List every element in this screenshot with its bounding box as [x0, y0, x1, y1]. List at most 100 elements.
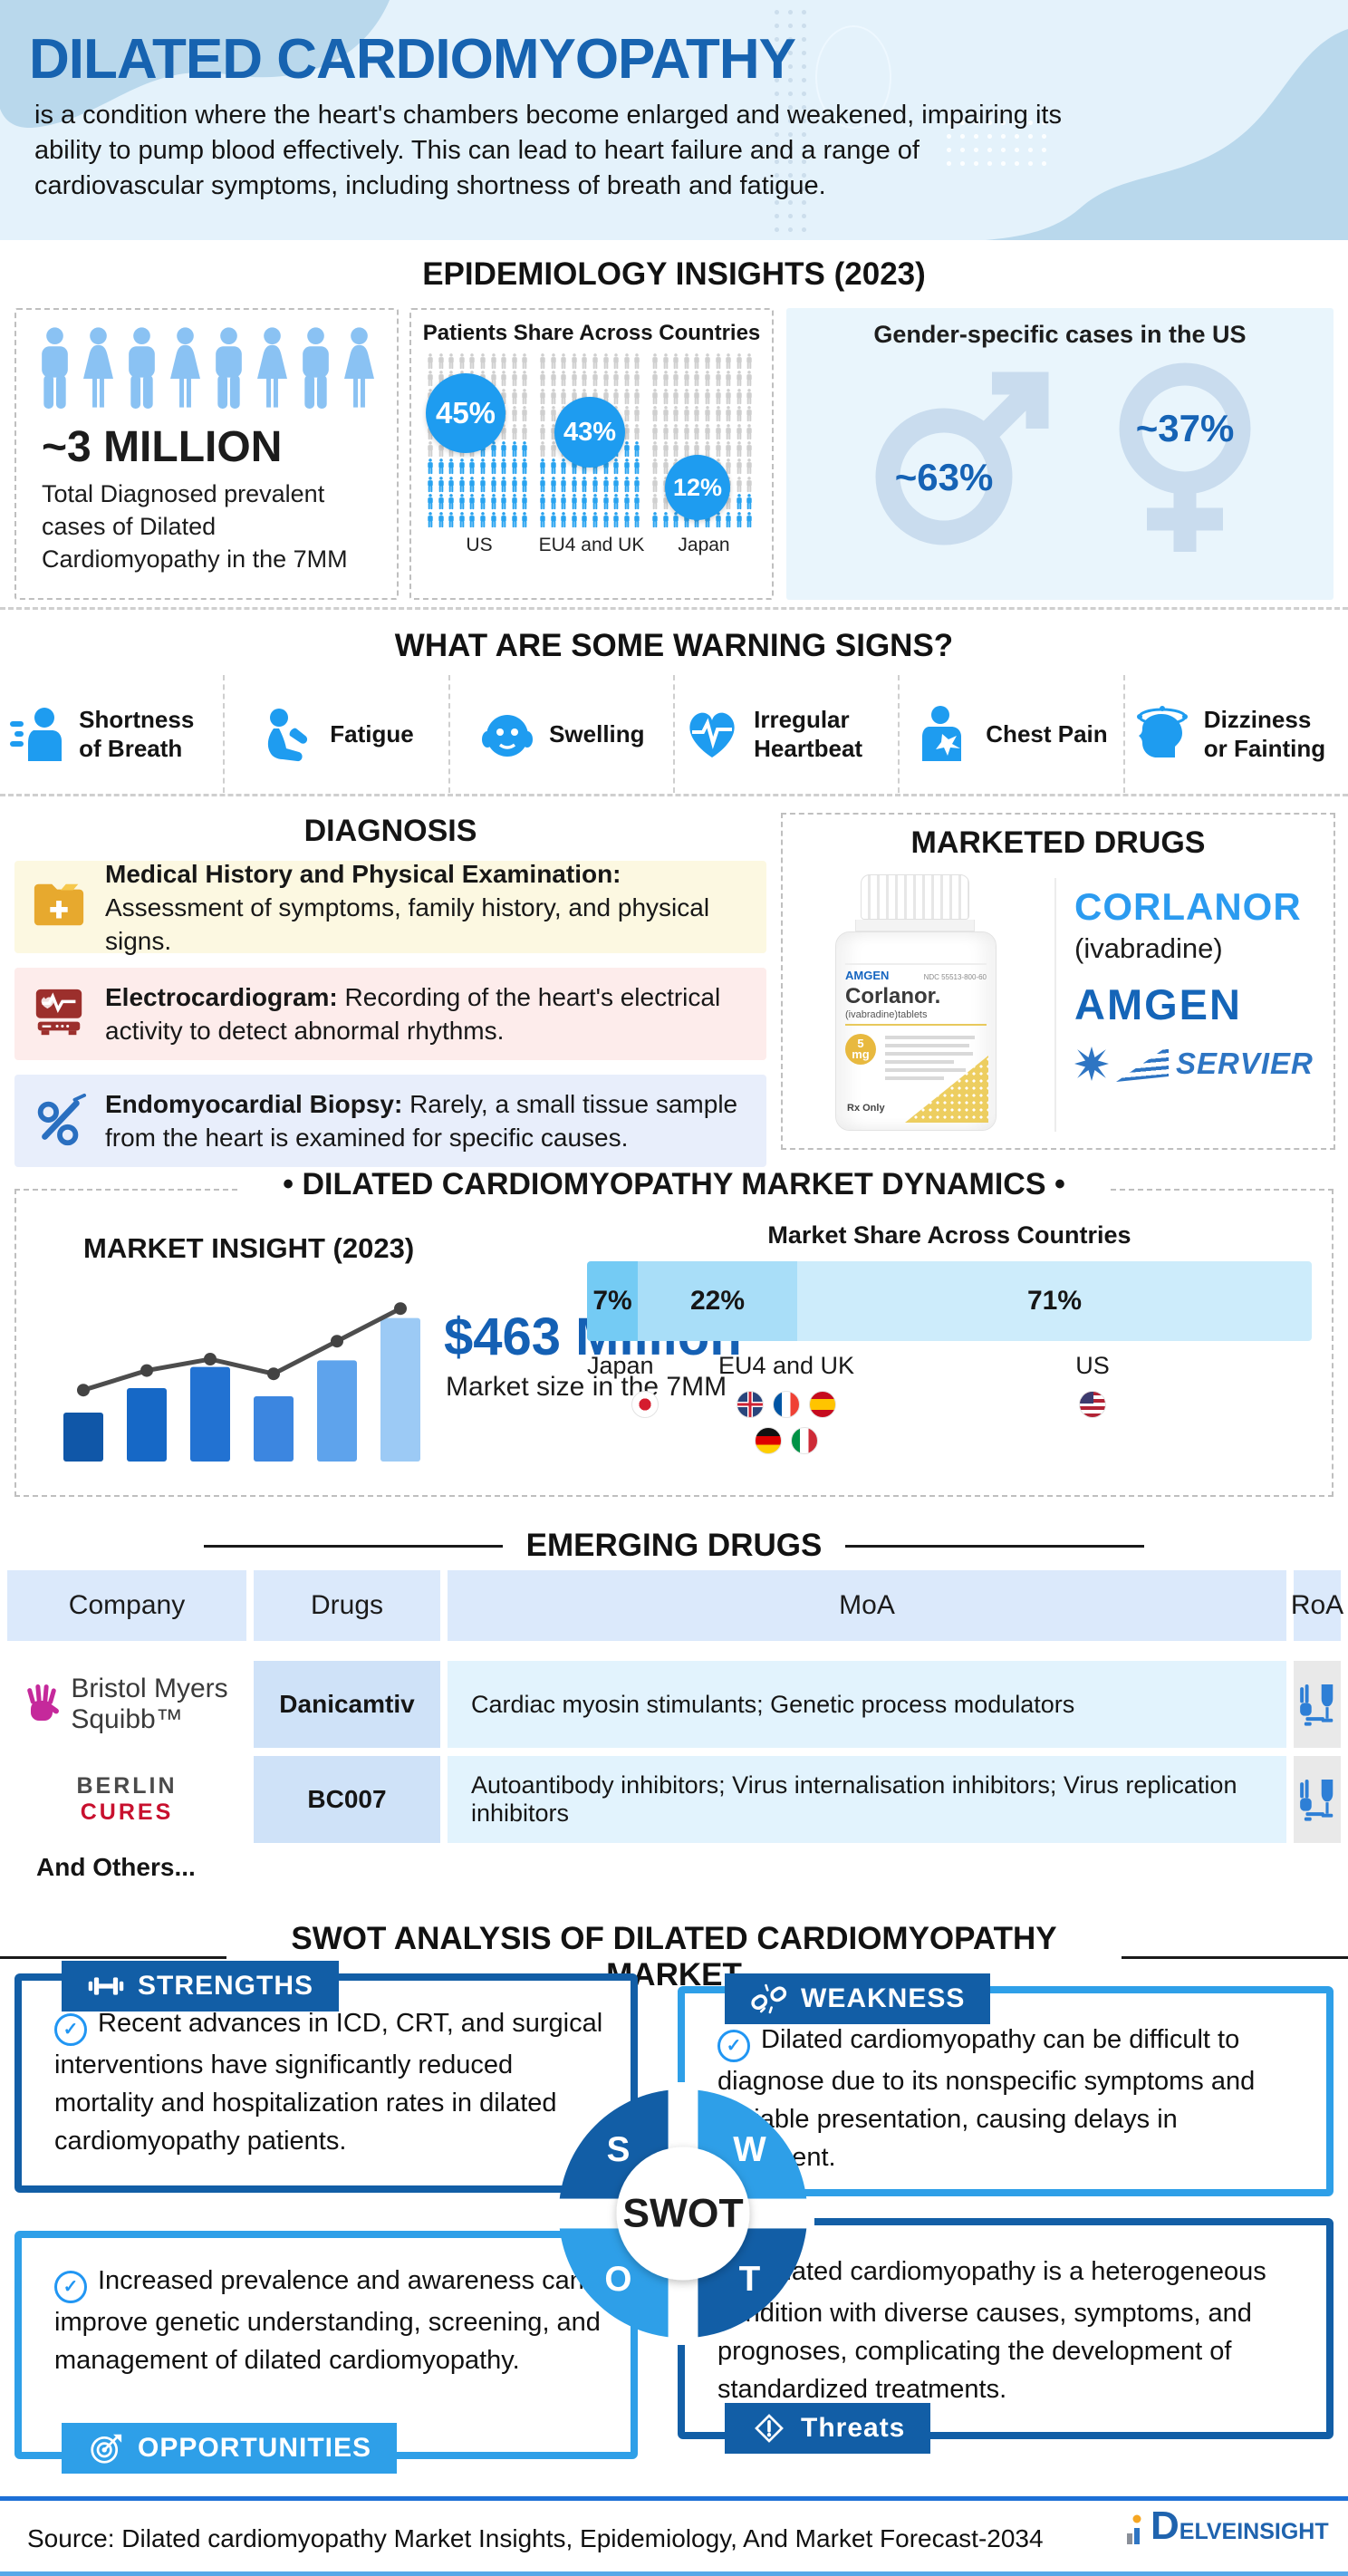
total-cases-value: ~3 MILLION	[42, 423, 283, 471]
diagnosis-item-text: Assessment of symptoms, family history, …	[105, 892, 710, 955]
female-symbol-icon: ~37%	[1119, 362, 1251, 552]
delveinsight-logo: DELVEINSIGHT	[1122, 2504, 1329, 2550]
warning-chest-pain: Chest Pain	[900, 675, 1125, 793]
eu4uk-share-badge: 43%	[554, 397, 625, 468]
strengths-tab: STRENGTHS	[62, 1961, 340, 2012]
share-label-japan: Japan	[587, 1352, 699, 1454]
bottle-drug-sub: (ivabradine)tablets	[845, 1009, 987, 1026]
share-label-eu4uk: EU4 and UK	[699, 1352, 873, 1454]
share-segment-us: 71%	[797, 1261, 1312, 1341]
heartbeat-icon	[683, 705, 741, 763]
biopsy-needle-icon	[31, 1093, 87, 1149]
divider	[0, 607, 1348, 610]
breath-icon	[8, 705, 66, 763]
servier-stripes-icon	[1116, 1046, 1169, 1082]
epidemiology-heading: EPIDEMIOLOGY INSIGHTS (2023)	[422, 256, 926, 292]
male-symbol-icon: ~63%	[875, 371, 1049, 545]
bms-hand-icon	[27, 1684, 60, 1721]
bottle-ndc: NDC 55513-800-60	[923, 973, 987, 981]
swot-opportunities-box: Increased prevalence and awareness can i…	[14, 2231, 638, 2474]
swot-letter-o: O	[604, 2260, 631, 2299]
servier-logo: SERVIER	[1074, 1046, 1319, 1082]
swot-weakness-box: WEAKNESS Dilated cardiomyopathy can be d…	[678, 1973, 1334, 2196]
gender-cases-card: Gender-specific cases in the US ~63% ~37…	[786, 308, 1334, 600]
medical-folder-icon	[31, 879, 87, 935]
us-share-badge: 45%	[426, 373, 506, 453]
diagnosis-item-text: Recording of the heart's electrical acti…	[105, 983, 721, 1045]
company-berlin-cures-logo: BERLIN CURES	[7, 1756, 246, 1843]
weakness-tab: WEAKNESS	[725, 1973, 991, 2024]
corlanor-bottle-image: AMGEN NDC 55513-800-60 Corlanor. (ivabrad…	[835, 874, 997, 1131]
dumbbell-icon	[88, 1977, 124, 1995]
table-header-row: Company Drugs MoA RoA	[7, 1570, 1343, 1641]
japan-share-label: Japan	[678, 534, 730, 555]
dot-grid-decoration	[942, 116, 1051, 175]
svg-text:~37%: ~37%	[1136, 407, 1235, 449]
chest-pain-icon	[915, 705, 973, 763]
opportunities-text: Increased prevalence and awareness can i…	[54, 2266, 601, 2375]
patients-share-title: Patients Share Across Countries	[422, 321, 761, 345]
roa-cell	[1294, 1661, 1341, 1748]
diagnosis-item-title: Medical History and Physical Examination…	[105, 859, 621, 888]
market-insight-title: MARKET INSIGHT (2023)	[83, 1232, 415, 1264]
warning-heading: WHAT ARE SOME WARNING SIGNS?	[394, 628, 954, 663]
spain-flag-icon	[809, 1391, 836, 1418]
threats-tab: Threats	[725, 2403, 931, 2454]
diagnosis-item-ecg: Electrocardiogram: Recording of the hear…	[14, 968, 766, 1060]
table-footnote: And Others...	[36, 1853, 196, 1881]
col-drugs: Drugs	[254, 1570, 440, 1641]
eu4uk-share-label: EU4 and UK	[538, 534, 645, 555]
company-bms-logo: Bristol Myers Squibb™	[7, 1661, 246, 1748]
bottle-brand: AMGEN	[845, 969, 890, 982]
pictogram-us: 45% US	[426, 353, 533, 556]
table-row: BERLIN CURES BC007 Autoantibody inhibito…	[7, 1756, 1341, 1843]
ecg-machine-icon	[31, 986, 87, 1042]
swot-center-label: SWOT	[622, 2192, 743, 2236]
check-icon	[54, 2271, 87, 2303]
servier-star-icon	[1074, 1047, 1109, 1081]
market-share-title: Market Share Across Countries	[767, 1221, 1131, 1249]
market-size-label: Market size in the 7MM	[446, 1372, 727, 1402]
warning-fatigue: Fatigue	[225, 675, 450, 793]
japan-share-badge: 12%	[665, 455, 730, 520]
warning-signs-row: Shortness of Breath Fatigue Swelling Irr…	[0, 675, 1348, 793]
bottle-dose-badge: 5 mg	[845, 1034, 876, 1065]
drug-name-cell: BC007	[254, 1756, 440, 1843]
fatigue-icon	[259, 705, 317, 763]
moa-cell: Cardiac myosin stimulants; Genetic proce…	[448, 1661, 1286, 1748]
dizziness-icon	[1133, 705, 1191, 763]
swot-letter-s: S	[607, 2130, 631, 2169]
check-icon	[54, 2013, 87, 2046]
us-flag-icon	[1079, 1391, 1106, 1418]
infusion-syringe-icon	[1300, 1780, 1334, 1821]
dot-grid-decoration	[770, 5, 806, 232]
page-title: DILATED CARDIOMYOPATHY	[29, 28, 796, 91]
swot-letter-t: T	[739, 2260, 761, 2299]
japan-flag-icon	[631, 1391, 659, 1418]
bottle-cap	[861, 874, 969, 920]
header-wave-decoration	[0, 0, 1348, 240]
drug-generic-name: (ivabradine)	[1074, 932, 1223, 964]
source-text: Source: Dilated cardiomyopathy Market In…	[27, 2524, 1044, 2552]
footer-bottom-bar	[0, 2571, 1348, 2576]
ring-decoration	[815, 25, 891, 129]
bottle-fine-print	[885, 1036, 983, 1085]
col-moa: MoA	[448, 1570, 1286, 1641]
emerging-drugs-table: Company Drugs MoA RoA Bristol Myers Squib…	[7, 1570, 1343, 1843]
market-share-bar: 7% 22% 71%	[587, 1261, 1312, 1341]
us-share-label: US	[466, 534, 493, 555]
col-roa: RoA	[1291, 1570, 1343, 1641]
svg-text:~63%: ~63%	[895, 456, 994, 498]
page-description: is a condition where the heart's chamber…	[34, 101, 1062, 200]
diagnosis-heading: DIAGNOSIS	[303, 814, 477, 848]
warning-dizziness: Dizziness or Fainting	[1125, 675, 1348, 793]
amgen-logo: AMGEN	[1074, 980, 1242, 1028]
market-dynamics-heading: • DILATED CARDIOMYOPATHY MARKET DYNAMICS…	[239, 1167, 1109, 1202]
france-flag-icon	[773, 1391, 800, 1418]
warning-diamond-icon	[755, 2414, 784, 2443]
check-icon	[717, 2030, 750, 2062]
roa-cell	[1294, 1756, 1341, 1843]
share-label-us: US	[873, 1352, 1312, 1454]
warning-shortness-of-breath: Shortness of Breath	[0, 675, 226, 793]
strengths-text: Recent advances in ICD, CRT, and surgica…	[54, 2009, 603, 2156]
